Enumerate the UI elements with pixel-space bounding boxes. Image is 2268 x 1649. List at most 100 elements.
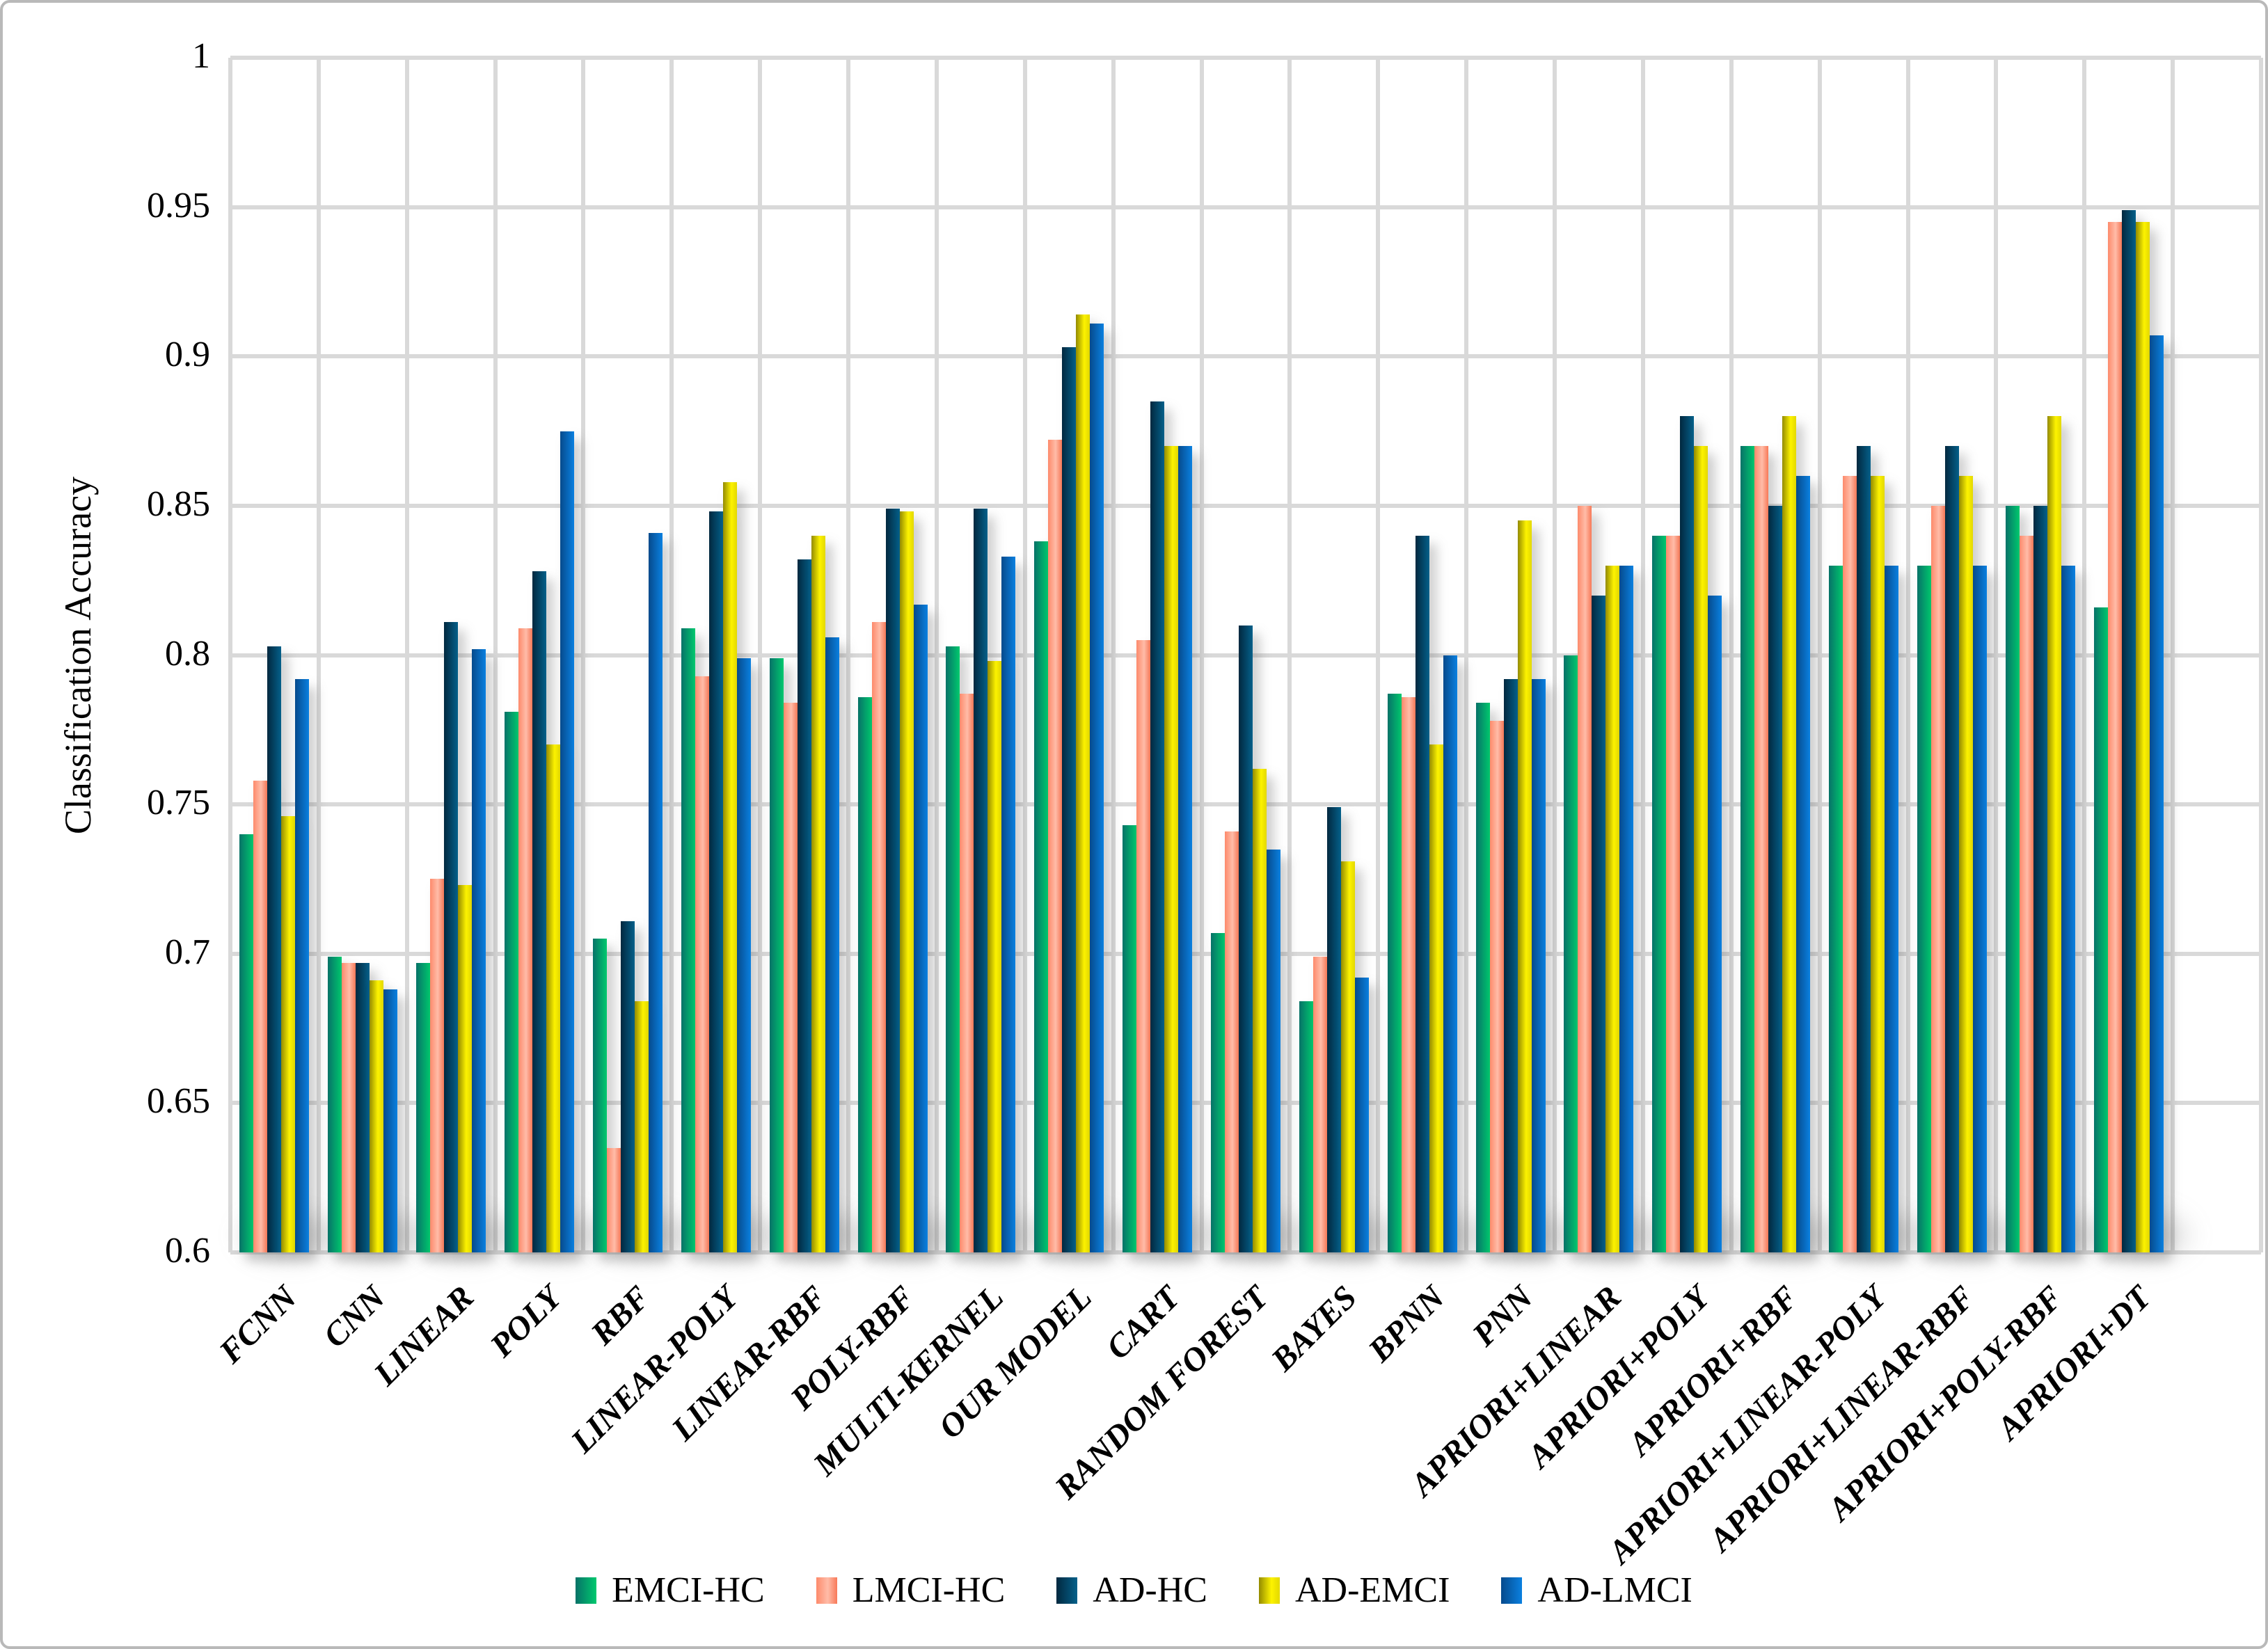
y-tick-label: 0.6 (165, 1231, 210, 1270)
plot-area (228, 56, 2263, 1266)
v-gridline (1905, 58, 1910, 1252)
legend-label: LMCI-HC (852, 1570, 1006, 1610)
y-tick-label: 0.9 (165, 335, 210, 375)
bar-lmci-hc-multi-kernel (960, 694, 974, 1252)
bar-emci-hc-apriori-rbf (1740, 446, 1755, 1252)
bar-ad-lmci-rbf (648, 532, 663, 1252)
bar-lmci-hc-bayes (1313, 957, 1327, 1252)
bar-ad-emci-cart (1164, 446, 1179, 1252)
bar-ad-lmci-apriori-poly (1708, 595, 1722, 1252)
y-tick-label: 1 (192, 36, 210, 76)
bar-emci-hc-apriori-linear-rbf (1917, 565, 1931, 1252)
bar-lmci-hc-cart (1136, 640, 1151, 1252)
legend-swatch-ad-hc (1056, 1577, 1078, 1604)
bar-ad-lmci-poly-rbf (913, 604, 928, 1252)
bar-ad-lmci-poly (560, 431, 575, 1252)
x-tick-label: LINEAR-RBF (665, 1278, 834, 1448)
legend-swatch-emci-hc (576, 1577, 597, 1604)
bar-ad-hc-poly-rbf (885, 509, 900, 1252)
bar-ad-lmci-apriori-dt (2149, 335, 2164, 1252)
bar-emci-hc-pnn (1475, 703, 1490, 1252)
bar-lmci-hc-apriori-linear-poly (1843, 475, 1857, 1252)
bar-lmci-hc-rbf (606, 1147, 621, 1252)
v-gridline (1729, 58, 1734, 1252)
bar-ad-lmci-apriori-linear-rbf (1972, 565, 1987, 1252)
v-gridline (2171, 58, 2175, 1252)
bar-ad-emci-bpnn (1429, 744, 1443, 1252)
bar-lmci-hc-bpnn (1401, 696, 1415, 1252)
v-gridline (1464, 58, 1469, 1252)
bar-ad-hc-apriori-linear-poly (1857, 446, 1871, 1252)
bar-ad-hc-fcnn (267, 646, 282, 1252)
bar-ad-lmci-cart (1178, 446, 1193, 1252)
v-gridline (493, 58, 498, 1252)
v-gridline (1817, 58, 1822, 1252)
chart-legend: EMCI-HC LMCI-HC AD-HC AD-EMCI AD-LMCI (3, 1572, 2265, 1609)
bar-lmci-hc-apriori-poly (1666, 535, 1681, 1252)
bar-ad-lmci-cnn (383, 989, 398, 1252)
bar-ad-emci-our-model (1076, 314, 1091, 1252)
bar-ad-hc-poly (532, 571, 547, 1252)
bar-ad-emci-apriori-linear-rbf (1958, 475, 1973, 1252)
legend-label: AD-LMCI (1537, 1570, 1692, 1610)
bar-ad-hc-apriori-rbf (1768, 505, 1783, 1252)
legend-swatch-ad-lmci (1501, 1577, 1523, 1604)
bar-ad-emci-linear-rbf (811, 535, 825, 1252)
bar-ad-lmci-multi-kernel (1001, 556, 1016, 1252)
bar-ad-emci-linear (458, 885, 473, 1252)
bar-ad-hc-bpnn (1415, 535, 1429, 1252)
bar-ad-emci-multi-kernel (988, 661, 1002, 1252)
bar-ad-hc-apriori-dt (2121, 209, 2136, 1252)
bar-ad-emci-apriori-poly (1694, 446, 1708, 1252)
v-gridline (1199, 58, 1204, 1252)
bar-emci-hc-linear (416, 962, 431, 1252)
bar-emci-hc-poly (505, 712, 519, 1252)
v-gridline (316, 58, 321, 1252)
v-gridline (1022, 58, 1027, 1252)
bar-lmci-hc-linear (430, 879, 445, 1252)
bar-ad-hc-linear (444, 622, 459, 1252)
x-tick-label: PNN (1465, 1278, 1541, 1354)
bar-ad-lmci-random-forest (1267, 849, 1280, 1252)
bar-ad-lmci-linear (472, 648, 486, 1252)
bar-ad-hc-pnn (1503, 678, 1518, 1252)
legend-item-ad-hc: AD-HC (1056, 1572, 1207, 1609)
bar-ad-hc-apriori-poly (1680, 416, 1695, 1252)
legend-swatch-ad-emci (1258, 1577, 1280, 1604)
legend-item-ad-emci: AD-EMCI (1258, 1572, 1450, 1609)
legend-item-lmci-hc: LMCI-HC (816, 1570, 1006, 1610)
v-gridline (228, 58, 232, 1252)
bar-lmci-hc-fcnn (253, 780, 268, 1252)
bar-ad-hc-apriori-poly-rbf (2033, 505, 2047, 1252)
bar-ad-hc-apriori-linear-rbf (1944, 446, 1959, 1252)
bar-ad-lmci-apriori-linear (1619, 565, 1634, 1252)
bar-ad-emci-random-forest (1253, 768, 1267, 1252)
bar-ad-emci-rbf (634, 1001, 649, 1252)
v-gridline (669, 58, 674, 1252)
v-gridline (404, 58, 409, 1252)
bar-emci-hc-linear-poly (681, 628, 695, 1252)
x-tick-label: POLY (483, 1278, 569, 1364)
bar-lmci-hc-random-forest (1225, 831, 1239, 1252)
legend-swatch-lmci-hc (816, 1577, 837, 1604)
x-tick-label: RBF (584, 1278, 658, 1353)
y-tick-label: 0.85 (147, 484, 210, 524)
bar-ad-hc-rbf (620, 921, 635, 1252)
bar-lmci-hc-apriori-dt (2107, 222, 2122, 1252)
bar-ad-emci-poly-rbf (899, 511, 914, 1252)
y-tick-label: 0.75 (147, 783, 210, 823)
bar-emci-hc-random-forest (1211, 932, 1225, 1252)
x-tick-label: FCNN (212, 1278, 305, 1371)
v-gridline (1994, 58, 1999, 1252)
v-gridline (1376, 58, 1381, 1252)
v-gridline (1553, 58, 1557, 1252)
bar-emci-hc-multi-kernel (946, 646, 960, 1252)
legend-item-ad-lmci: AD-LMCI (1501, 1572, 1692, 1609)
bar-ad-hc-linear-rbf (797, 559, 811, 1252)
bar-emci-hc-linear-rbf (769, 658, 784, 1252)
bar-lmci-hc-apriori-linear (1578, 505, 1592, 1252)
bar-ad-emci-apriori-dt (2135, 222, 2150, 1252)
y-tick-label: 0.8 (165, 633, 210, 674)
bar-ad-lmci-bayes (1354, 978, 1369, 1252)
